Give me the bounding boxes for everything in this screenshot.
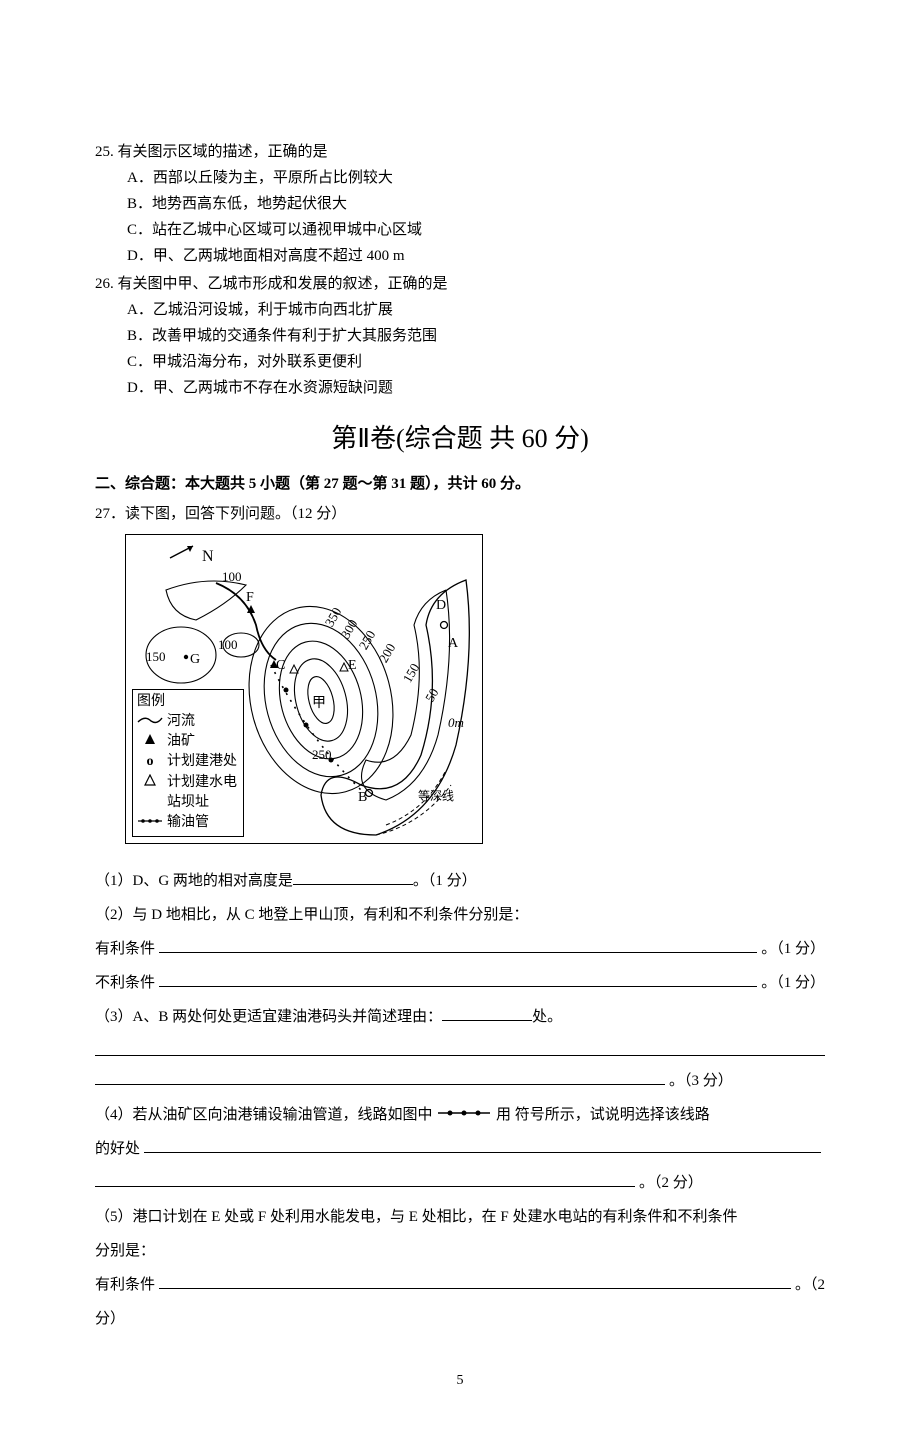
q26-number: 26. bbox=[95, 276, 114, 292]
legend-title: 图例 bbox=[137, 692, 239, 712]
point-f: F bbox=[246, 587, 254, 609]
q27-sub2-adv-suffix: 。（1 分） bbox=[761, 934, 825, 964]
legend-dam-label2: 站坝址 bbox=[167, 793, 209, 813]
point-a: A bbox=[448, 633, 458, 655]
q27-sub1-prefix: （1）D、G 两地的相对高度是 bbox=[95, 873, 293, 889]
section-ii-info: 二、综合题：本大题共 5 小题（第 27 题～第 31 题），共计 60 分。 bbox=[95, 472, 825, 496]
port-icon: o bbox=[137, 752, 163, 772]
q26-option-d: D．甲、乙两城市不存在水资源短缺问题 bbox=[127, 376, 825, 400]
page-number: 5 bbox=[95, 1370, 825, 1392]
legend-pipe-label: 输油管 bbox=[167, 813, 209, 833]
q27-sub2-adv: 有利条件 。（1 分） bbox=[95, 934, 825, 964]
legend-dam1: 计划建水电 bbox=[137, 773, 239, 793]
legend-dam2: 站坝址 bbox=[137, 793, 239, 813]
point-e: E bbox=[348, 655, 357, 677]
q26-options: A．乙城沿河设城，利于城市向西北扩展 B．改善甲城的交通条件有利于扩大其服务范围… bbox=[95, 298, 825, 400]
figure-container: N bbox=[95, 534, 825, 852]
q27-sub4-blank1 bbox=[144, 1137, 821, 1154]
q27-sub4: （4）若从油矿区向油港铺设输油管道，线路如图中 用 符号所示，试说明选择该线路 bbox=[95, 1100, 825, 1131]
q27-sub4-a: （4）若从油矿区向油港铺设输油管道，线路如图中 bbox=[95, 1107, 433, 1123]
point-b: B bbox=[358, 787, 367, 809]
q27-sub5-head2: 分别是： bbox=[95, 1236, 825, 1266]
q25-options: A．西部以丘陵为主，平原所占比例较大 B．地势西高东低，地势起伏很大 C．站在乙… bbox=[95, 166, 825, 268]
q27-sub5-head: （5）港口计划在 E 处或 F 处利用水能发电，与 E 处相比，在 F 处建水电… bbox=[95, 1202, 825, 1232]
q26-option-c: C．甲城沿海分布，对外联系更便利 bbox=[127, 350, 825, 374]
pipeline-symbol-inline bbox=[436, 1100, 492, 1130]
contour-100b: 100 bbox=[218, 635, 238, 656]
q27-sub3: （3）A、B 两处何处更适宜建油港码头并简述理由： 处。 bbox=[95, 1002, 825, 1032]
q25-stem: 有关图示区域的描述，正确的是 bbox=[118, 144, 328, 160]
dam-icon bbox=[137, 773, 163, 793]
legend-port: o 计划建港处 bbox=[137, 752, 239, 772]
q27-sub2-adv-label: 有利条件 bbox=[95, 934, 155, 964]
q27-sub5-adv-suffix: 。（2 bbox=[795, 1270, 825, 1300]
q27-sub4-suffix: 。（2 分） bbox=[639, 1168, 703, 1198]
legend-pipe: 输油管 bbox=[137, 813, 239, 833]
q27-sub1: （1）D、G 两地的相对高度是 。（1 分） bbox=[95, 866, 825, 896]
q27-sub5-adv-label: 有利条件 bbox=[95, 1270, 155, 1300]
q25-option-c: C．站在乙城中心区域可以通视甲城中心区域 bbox=[127, 218, 825, 242]
river-icon bbox=[137, 712, 163, 732]
q27-sub4-line2: 的好处 bbox=[95, 1134, 825, 1164]
q27-sub3-blankline1 bbox=[95, 1038, 825, 1056]
question-26: 26. 有关图中甲、乙城市形成和发展的叙述，正确的是 A．乙城沿河设城，利于城市… bbox=[95, 272, 825, 400]
q27-sub2-dis-label: 不利条件 bbox=[95, 968, 155, 998]
q27-sub3-blankline2 bbox=[95, 1068, 665, 1085]
contour-150a: 150 bbox=[146, 647, 166, 668]
q27-sub1-blank bbox=[293, 868, 413, 885]
q27-sub3-suffix: 。（3 分） bbox=[669, 1066, 733, 1096]
depth-label: 等深线 bbox=[418, 787, 454, 806]
pipe-icon bbox=[137, 813, 163, 833]
contour-map-figure: N bbox=[125, 534, 483, 844]
point-jia: 甲 bbox=[312, 693, 326, 715]
point-g: G bbox=[190, 649, 200, 671]
q27-intro: 27．读下图，回答下列问题。（12 分） bbox=[95, 502, 825, 526]
q27-sub4-line3: 。（2 分） bbox=[95, 1168, 825, 1198]
oil-icon bbox=[137, 732, 163, 752]
contour-250b: 250 bbox=[312, 745, 332, 766]
point-d: D bbox=[436, 595, 446, 617]
q26-option-b: B．改善甲城的交通条件有利于扩大其服务范围 bbox=[127, 324, 825, 348]
question-25: 25. 有关图示区域的描述，正确的是 A．西部以丘陵为主，平原所占比例较大 B．… bbox=[95, 140, 825, 268]
q27-sub4-b: 用 符号所示，试说明选择该线路 bbox=[496, 1107, 710, 1123]
contour-0m: 0m bbox=[448, 713, 464, 734]
q27-sub4-blank2 bbox=[95, 1171, 635, 1188]
q25-option-b: B．地势西高东低，地势起伏很大 bbox=[127, 192, 825, 216]
q27-sub2-dis: 不利条件 。（1 分） bbox=[95, 968, 825, 998]
section-ii-title: 第Ⅱ卷(综合题 共 60 分) bbox=[95, 418, 825, 460]
q26-option-a: A．乙城沿河设城，利于城市向西北扩展 bbox=[127, 298, 825, 322]
q27-sub1-suffix: 。（1 分） bbox=[413, 873, 477, 889]
legend-box: 图例 河流 油矿 o 计划建港处 计划建水电 bbox=[132, 689, 244, 837]
q27-sub5-adv: 有利条件 。（2 bbox=[95, 1270, 825, 1300]
point-c: C bbox=[276, 655, 285, 677]
legend-oil: 油矿 bbox=[137, 732, 239, 752]
legend-oil-label: 油矿 bbox=[167, 732, 195, 752]
q27-sub2-adv-blank bbox=[159, 936, 757, 953]
q27-sub3-blank1 bbox=[442, 1004, 532, 1021]
q27-sub4-c: 的好处 bbox=[95, 1134, 140, 1164]
q26-stem: 有关图中甲、乙城市形成和发展的叙述，正确的是 bbox=[118, 276, 448, 292]
contour-100a: 100 bbox=[222, 567, 242, 588]
q25-option-a: A．西部以丘陵为主，平原所占比例较大 bbox=[127, 166, 825, 190]
q27-sub2-dis-blank bbox=[159, 970, 757, 987]
legend-river-label: 河流 bbox=[167, 712, 195, 732]
q27-sub2-dis-suffix: 。（1 分） bbox=[761, 968, 825, 998]
q27-sub3-mid: 处。 bbox=[532, 1009, 562, 1025]
q27-sub3-line2: 。（3 分） bbox=[95, 1066, 825, 1096]
q25-option-d: D．甲、乙两城地面相对高度不超过 400 m bbox=[127, 244, 825, 268]
legend-port-label: 计划建港处 bbox=[167, 752, 237, 772]
q25-number: 25. bbox=[95, 144, 114, 160]
q27-sub5-adv-suffix2: 分） bbox=[95, 1304, 825, 1334]
q27-sub2-head: （2）与 D 地相比，从 C 地登上甲山顶，有利和不利条件分别是： bbox=[95, 900, 825, 930]
q27-sub5-adv-blank bbox=[159, 1273, 791, 1290]
legend-river: 河流 bbox=[137, 712, 239, 732]
q27-sub3-prefix: （3）A、B 两处何处更适宜建油港码头并简述理由： bbox=[95, 1009, 442, 1025]
legend-dam-label1: 计划建水电 bbox=[167, 773, 237, 793]
